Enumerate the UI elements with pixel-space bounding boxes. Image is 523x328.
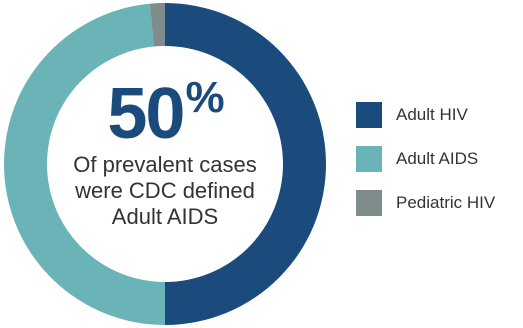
donut-chart: 50% Of prevalent cases were CDC defined …	[3, 3, 326, 325]
legend-label-pediatric-hiv: Pediatric HIV	[396, 193, 496, 212]
legend-item-adult-hiv: Adult HIV	[356, 100, 495, 130]
slice-pediatric-hiv	[149, 3, 165, 47]
center-value: 50	[107, 74, 185, 154]
legend-label-adult-aids: Adult AIDS	[396, 149, 479, 168]
slice-adult-aids	[3, 3, 166, 325]
legend-label-adult-hiv: Adult HIV	[396, 105, 468, 124]
legend-swatch-adult-aids	[356, 146, 382, 172]
center-percentage: 50%	[107, 76, 224, 151]
center-callout: 50% Of prevalent cases were CDC defined …	[62, 76, 268, 230]
legend-item-adult-aids: Adult AIDS	[356, 144, 495, 174]
legend-swatch-pediatric-hiv	[356, 190, 382, 216]
donut-svg	[3, 3, 326, 325]
legend-item-pediatric-hiv: Pediatric HIV	[356, 188, 495, 218]
center-description: Of prevalent cases were CDC defined Adul…	[73, 152, 257, 229]
legend: Adult HIV Adult AIDS Pediatric HIV	[356, 100, 495, 232]
center-unit: %	[185, 73, 224, 122]
legend-swatch-adult-hiv	[356, 102, 382, 128]
slice-adult-hiv	[165, 3, 326, 325]
